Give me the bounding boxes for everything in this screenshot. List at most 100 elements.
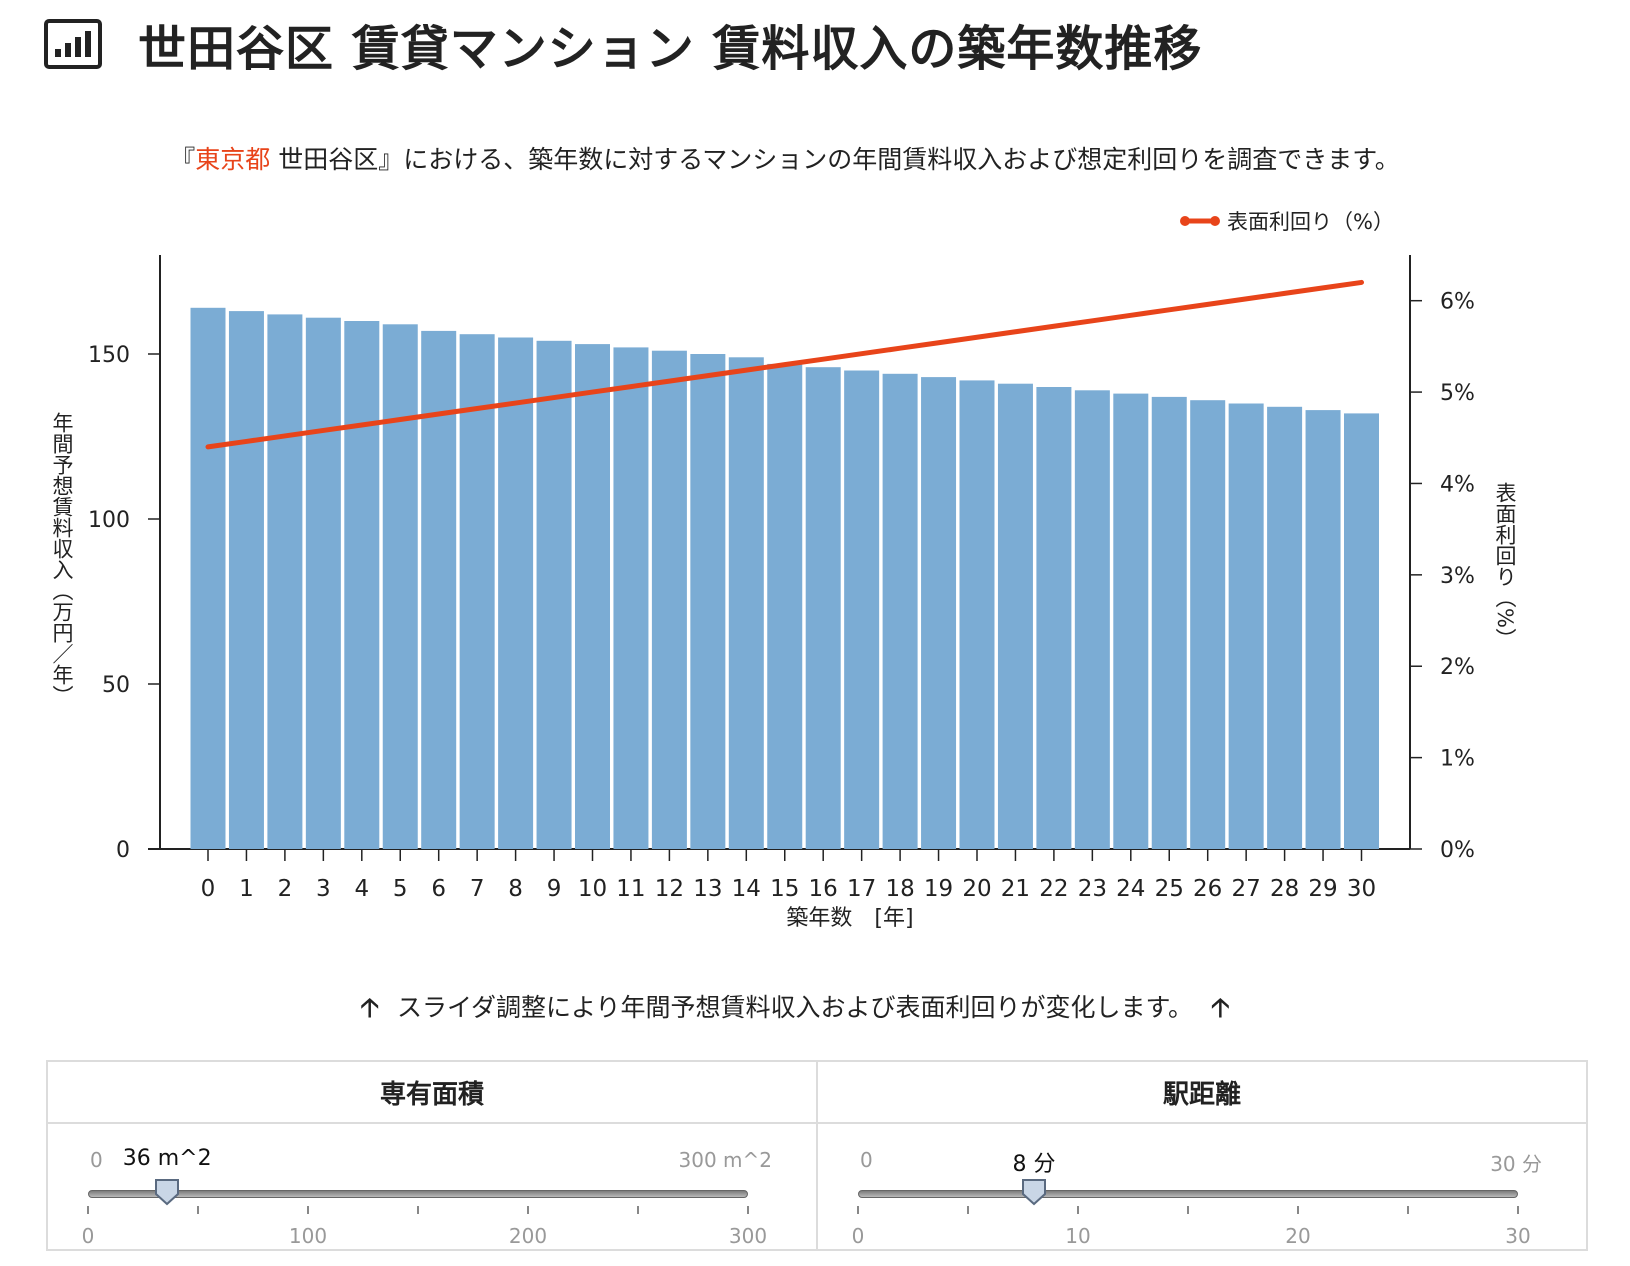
area-slider-handle[interactable] xyxy=(154,1178,180,1206)
bar-year-24 xyxy=(1113,393,1149,849)
yield-line xyxy=(205,279,1364,450)
x-tick-label: 29 xyxy=(1308,876,1337,902)
x-tick-label: 10 xyxy=(578,876,607,902)
station-scale-tick xyxy=(857,1206,859,1214)
station-scale-tick xyxy=(1187,1206,1189,1214)
arrow-up-icon: 🡡 xyxy=(1211,993,1230,1023)
station-scale-label: 0 xyxy=(851,1224,865,1248)
x-tick-label: 4 xyxy=(354,876,369,902)
bar-year-3 xyxy=(305,317,341,849)
page-title: 世田谷区 賃貸マンション 賃料収入の築年数推移 xyxy=(138,21,1203,77)
station-slider-panel: 駅距離 0 8 分 30 分 0 10 20 30 xyxy=(816,1062,1586,1249)
bar-year-5 xyxy=(382,324,418,849)
bar-year-28 xyxy=(1267,406,1303,849)
legend-label: 表面利回り（%） xyxy=(1227,210,1394,234)
x-tick-label: 8 xyxy=(508,876,523,902)
x-tick-label: 12 xyxy=(655,876,684,902)
bar-year-15 xyxy=(767,363,803,849)
y2-tick-label: 2% xyxy=(1440,655,1475,680)
bar-year-26 xyxy=(1190,400,1226,849)
station-scale-tick xyxy=(1297,1206,1299,1214)
x-tick-label: 16 xyxy=(809,876,838,902)
area-slider-track[interactable] xyxy=(88,1190,748,1198)
y-tick-label: 0 xyxy=(116,838,130,863)
station-scale-label: 20 xyxy=(1285,1224,1311,1248)
y-tick-label: 100 xyxy=(88,508,130,533)
bar-year-21 xyxy=(997,383,1033,849)
y2-axis-label: 表面利回り（%） xyxy=(1493,482,1517,649)
page-description: 『東京都 世田谷区』における、築年数に対するマンションの年間賃料収入および想定利… xyxy=(0,140,1570,176)
bar-year-14 xyxy=(728,357,764,849)
y2-tick-label: 6% xyxy=(1440,290,1475,315)
x-tick-label: 23 xyxy=(1078,876,1107,902)
bar-year-27 xyxy=(1228,403,1264,849)
area-min-label: 0 xyxy=(90,1148,103,1172)
station-scale-tick xyxy=(1407,1206,1409,1214)
x-tick-label: 25 xyxy=(1155,876,1184,902)
x-tick-label: 2 xyxy=(278,876,293,902)
bar-year-6 xyxy=(421,330,457,849)
station-scale-tick xyxy=(967,1206,969,1214)
area-slider-title: 専有面積 xyxy=(48,1062,816,1124)
bar-year-19 xyxy=(921,377,957,849)
area-scale-tick xyxy=(307,1206,309,1214)
area-scale-tick xyxy=(527,1206,529,1214)
area-scale-label: 300 xyxy=(728,1224,768,1248)
x-tick-label: 3 xyxy=(316,876,331,902)
bar-year-13 xyxy=(690,354,726,849)
bar-year-10 xyxy=(575,344,610,849)
area-max-label: 300 m^2 xyxy=(678,1148,773,1172)
x-tick-label: 24 xyxy=(1116,876,1145,902)
area-scale-tick xyxy=(87,1206,89,1214)
bar-year-1 xyxy=(228,311,264,850)
station-scale-tick xyxy=(1077,1206,1079,1214)
y2-tick-label: 3% xyxy=(1440,564,1475,589)
x-tick-label: 15 xyxy=(770,876,799,902)
station-slider-track[interactable] xyxy=(858,1190,1518,1198)
x-tick-label: 14 xyxy=(732,876,761,902)
bar-year-0 xyxy=(190,307,226,849)
bar-year-30 xyxy=(1344,413,1379,849)
slider-panel: 専有面積 0 36 m^2 300 m^2 0 100 200 300 駅距離 0 8… xyxy=(46,1060,1588,1251)
x-tick-label: 17 xyxy=(847,876,876,902)
bar-year-22 xyxy=(1036,387,1072,849)
area-slider-panel: 専有面積 0 36 m^2 300 m^2 0 100 200 300 xyxy=(48,1062,816,1249)
bar-year-18 xyxy=(882,373,918,849)
x-tick-label: 9 xyxy=(547,876,562,902)
x-tick-label: 26 xyxy=(1193,876,1222,902)
bar-year-29 xyxy=(1305,410,1341,849)
bar-year-12 xyxy=(651,350,687,849)
bar-year-25 xyxy=(1151,396,1187,849)
x-tick-label: 27 xyxy=(1232,876,1261,902)
x-tick-label: 13 xyxy=(693,876,722,902)
station-scale-tick xyxy=(1517,1206,1519,1214)
area-scale-label: 200 xyxy=(508,1224,548,1248)
x-tick-label: 7 xyxy=(470,876,485,902)
bar-year-8 xyxy=(498,337,534,849)
page-header: 世田谷区 賃貸マンション 賃料収入の築年数推移 xyxy=(44,14,1202,77)
y2-tick-label: 0% xyxy=(1440,838,1475,863)
x-tick-label: 30 xyxy=(1347,876,1376,902)
y2-tick-label: 5% xyxy=(1440,381,1475,406)
y-axis-label: 年間予想賃料収入（万円／年） xyxy=(50,412,74,706)
x-tick-label: 22 xyxy=(1039,876,1068,902)
bar-year-23 xyxy=(1074,390,1110,849)
x-tick-label: 11 xyxy=(616,876,645,902)
bar-year-11 xyxy=(613,347,649,849)
description-prefix: 『 xyxy=(170,145,196,174)
y-tick-label: 50 xyxy=(102,673,130,698)
area-scale-label: 100 xyxy=(288,1224,328,1248)
station-scale-label: 10 xyxy=(1065,1224,1091,1248)
bar-year-4 xyxy=(344,321,380,849)
x-tick-label: 18 xyxy=(885,876,914,902)
area-scale-tick xyxy=(637,1206,639,1214)
station-slider-handle[interactable] xyxy=(1021,1178,1047,1206)
prefecture-link[interactable]: 東京都 xyxy=(195,145,271,174)
x-tick-label: 28 xyxy=(1270,876,1299,902)
area-scale-tick xyxy=(747,1206,749,1214)
x-tick-label: 0 xyxy=(201,876,216,902)
station-min-label: 0 xyxy=(860,1148,873,1172)
station-slider-title: 駅距離 xyxy=(818,1062,1586,1124)
bar-year-20 xyxy=(959,380,995,849)
station-scale-label: 30 xyxy=(1505,1224,1531,1248)
